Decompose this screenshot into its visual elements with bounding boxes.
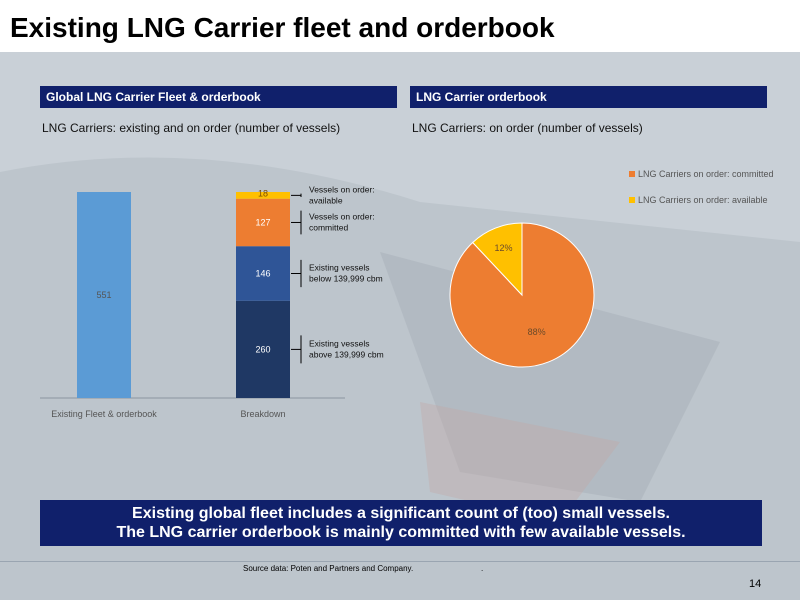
bar-segment	[236, 246, 290, 301]
annotation-line-1: Existing vessels	[309, 263, 369, 273]
annotation-line-2: above 139,999 cbm	[309, 349, 384, 359]
annotation-line-1: Vessels on order:	[309, 211, 375, 221]
category-label: Existing Fleet & orderbook	[51, 409, 157, 419]
segment-annotation: Vessels on order:available	[291, 184, 375, 205]
annotation-line-1: Existing vessels	[309, 338, 369, 348]
summary-box: Existing global fleet includes a signifi…	[40, 500, 762, 546]
source-trailing-mark: .	[481, 564, 484, 573]
category-label: Breakdown	[240, 409, 285, 419]
summary-line-1: Existing global fleet includes a signifi…	[132, 505, 670, 522]
summary-line-2: The LNG carrier orderbook is mainly comm…	[116, 524, 686, 541]
footer-divider	[0, 561, 800, 562]
legend-label: LNG Carriers on order: available	[638, 195, 768, 205]
legend-entry: LNG Carriers on order: committed	[629, 169, 774, 179]
data-label: 551	[96, 290, 111, 300]
right-panel-header: LNG Carrier orderbook	[410, 86, 767, 108]
data-label: 146	[255, 269, 270, 279]
left-panel-header: Global LNG Carrier Fleet & orderbook	[40, 86, 397, 108]
data-label: 260	[255, 344, 270, 354]
bar-segment	[77, 192, 131, 398]
bar-segment	[236, 192, 290, 199]
pie-value-label: 12%	[494, 243, 512, 253]
orderbook-pie-chart: 88% 12% LNG Carriers on order: committed LN…	[449, 169, 774, 368]
segment-annotation: Vessels on order:committed	[291, 210, 375, 235]
source-note: Source data: Poten and Partners and Comp…	[243, 564, 414, 573]
right-chart-subtitle: LNG Carriers: on order (number of vessel…	[412, 121, 643, 135]
annotation-line-2: committed	[309, 222, 348, 232]
legend-label: LNG Carriers on order: committed	[638, 169, 774, 179]
data-label: 127	[255, 217, 270, 227]
pie-slice	[472, 222, 523, 297]
annotation-line-1: Vessels on order:	[309, 184, 375, 194]
legend-swatch	[629, 197, 635, 203]
annotation-line-2: below 139,999 cbm	[309, 274, 383, 284]
data-label: 18	[258, 189, 268, 199]
annotation-line-2: available	[309, 195, 343, 205]
page-number: 14	[749, 578, 762, 590]
fleet-bar-chart: 551 260 146 127 18 Existing Fleet & orderbook…	[40, 184, 384, 419]
bar-segment	[236, 300, 290, 398]
legend-swatch	[629, 171, 635, 177]
page-title: Existing LNG Carrier fleet and orderbook	[10, 12, 555, 43]
pie-value-label: 88%	[528, 327, 546, 337]
legend-entry: LNG Carriers on order: available	[629, 195, 768, 205]
bar-segment	[236, 198, 290, 247]
left-chart-subtitle: LNG Carriers: existing and on order (num…	[42, 121, 341, 135]
title-bar: Existing LNG Carrier fleet and orderbook	[0, 0, 800, 52]
